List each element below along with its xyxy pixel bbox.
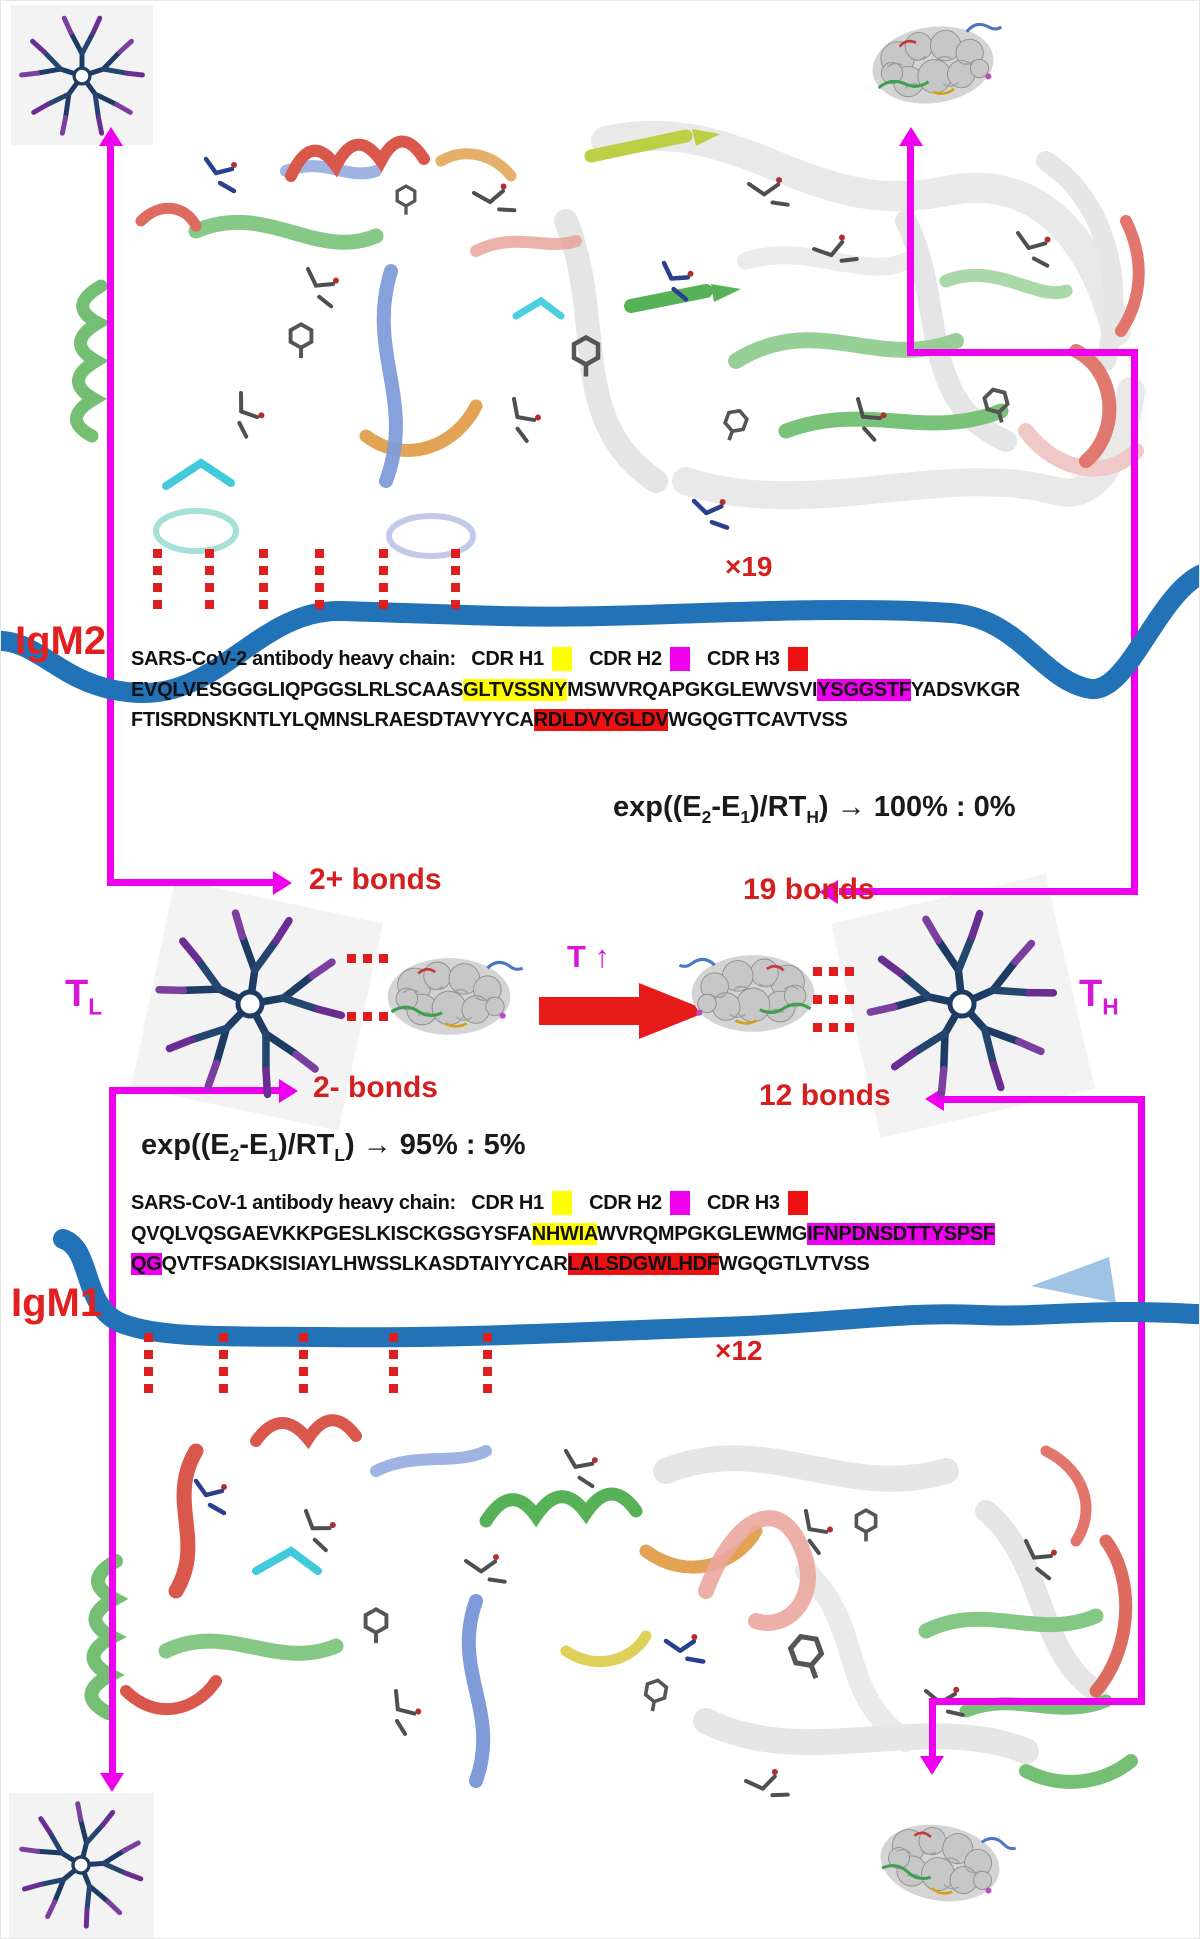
cov2-sequence-line1: EVQLVESGGGLIQPGGSLRLSCAASGLTVSSNYMSWVRQA…	[131, 679, 1020, 702]
temperature-up-label: T ↑	[567, 939, 611, 974]
cdr-h1-segment: GLTVSSNY	[463, 679, 568, 701]
temperature-increase-arrow	[539, 983, 709, 1039]
cdr-h2-segment: IFNPDNSDTTYSPSF	[807, 1223, 995, 1245]
igm2-bonds-connector-line	[107, 879, 275, 886]
binding-bond-dots	[259, 549, 268, 611]
cdr-h3-segment: LALSDGWLHDF	[567, 1253, 719, 1275]
binding-bond-dots	[347, 1012, 391, 1021]
arrow-down-to-spike-icon	[920, 1756, 944, 1775]
binding-bond-dots	[315, 549, 324, 611]
temperature-high-label: TH	[1079, 973, 1119, 1020]
protein-ribbon-structure-top	[70, 120, 1145, 559]
cov2-header: SARS-CoV-2 antibody heavy chain: CDR H1 …	[131, 647, 820, 671]
igm2-label: IgM2	[15, 619, 107, 663]
igm-pentamer-icon	[13, 7, 151, 145]
seq-segment: EVQLVESGGGLIQPGGSLRLSCAAS	[131, 679, 464, 701]
bond-count-x19: ×19	[725, 551, 773, 582]
cov1-header: SARS-CoV-1 antibody heavy chain: CDR H1 …	[131, 1191, 820, 1215]
spike-protein-icon	[677, 953, 816, 1034]
arrow-up-to-igm2-icon	[99, 127, 123, 146]
temperature-low-label: TL	[65, 973, 103, 1020]
binding-bond-dots	[299, 1333, 308, 1395]
seq-segment: WGQGTLVTVSS	[718, 1253, 870, 1275]
igm1-label: IgM1	[11, 1281, 103, 1325]
cdr-h1-segment: NHWIA	[531, 1223, 597, 1245]
protein-ribbon-structure-bottom	[84, 1414, 1138, 1811]
arrow-to-19-bonds	[819, 880, 838, 904]
binding-bond-dots	[205, 549, 214, 611]
seq-segment: QVQLVQSGAEVKKPGESLKISCKGSGYSFA	[131, 1223, 532, 1245]
binding-bond-dots	[451, 549, 460, 611]
binding-bond-dots	[144, 1333, 153, 1395]
arrow-up-to-spike-icon	[899, 127, 923, 146]
boltzmann-formula-high-temp: exp((E2-E1)/RTH) → 100% : 0%	[613, 791, 1016, 827]
boltzmann-formula-low-temp: exp((E2-E1)/RTL) → 95% : 5%	[141, 1129, 526, 1165]
cov2-header-title: SARS-CoV-2 antibody heavy chain:	[131, 648, 456, 670]
spike-protein-icon	[865, 15, 1013, 113]
seq-segment: WVRQMPGKGLEWMG	[596, 1223, 808, 1245]
binding-bond-dots	[347, 954, 391, 963]
igm2-left-connector-line	[107, 145, 114, 885]
binding-bond-dots	[153, 549, 162, 611]
cdr-h2-magenta-swatch	[669, 1191, 690, 1215]
binding-bond-dots	[813, 1023, 861, 1032]
binding-bond-dots	[219, 1333, 228, 1395]
spike-right-connector-line	[907, 145, 914, 355]
binding-bond-dots	[389, 1333, 398, 1395]
cov1-sequence-line2: QGQVTFSADKSISIAYLHWSSLKASDTAIYYCARLALSDG…	[131, 1253, 870, 1276]
cov1-header-title: SARS-CoV-1 antibody heavy chain:	[131, 1192, 456, 1214]
bonds-19-label: 19 bonds	[743, 873, 875, 906]
cdr-h2-segment: QG	[131, 1253, 162, 1275]
seq-segment: WGQGTTCAVTVSS	[668, 709, 848, 731]
bonds12-connector-line	[943, 1096, 1145, 1103]
bonds19-connector-line	[839, 888, 1138, 895]
seq-segment: MSWVRQAPGKGLEWVSVI	[567, 679, 818, 701]
cdr-h3-segment: RDLDVYGLDV	[533, 709, 669, 731]
spike-bottom-connector-line	[1138, 1096, 1145, 1704]
cov1-sequence-line1: QVQLVQSGAEVKKPGESLKISCKGSGYSFANHWIAWVRQM…	[131, 1223, 995, 1246]
binding-bond-dots	[813, 967, 861, 976]
cdr-h2-segment: YSGGSTF	[817, 679, 911, 701]
cdr-h3-label: CDR H3	[707, 1192, 780, 1214]
binding-bond-dots	[379, 549, 388, 611]
bonds-2plus-label: 2+ bonds	[309, 863, 442, 896]
membrane-wave-bottom	[53, 1229, 1199, 1348]
binding-bond-dots	[483, 1333, 492, 1395]
spike-right-connector-line	[907, 349, 1138, 356]
cdr-h1-yellow-swatch	[551, 1191, 572, 1215]
membrane-fold	[1031, 1257, 1116, 1303]
binding-bond-dots	[813, 995, 861, 1004]
cdr-h2-label: CDR H2	[589, 1192, 662, 1214]
bonds-12-label: 12 bonds	[759, 1079, 891, 1112]
igm1-left-connector-line	[109, 1087, 116, 1777]
seq-segment: FTISRDNSKNTLYLQMNSLRAESDTAVYYCA	[131, 709, 534, 731]
membrane-wave-top	[1, 564, 1199, 704]
cdr-h3-red-swatch	[787, 1191, 808, 1215]
arrow-down-to-igm1-icon	[100, 1773, 124, 1792]
seq-segment: YADSVKGR	[910, 679, 1020, 701]
cov2-sequence-line2: FTISRDNSKNTLYLQMNSLRAESDTAVYYCARDLDVYGLD…	[131, 709, 848, 732]
cdr-h1-label: CDR H1	[471, 1192, 544, 1214]
arrow-to-2plus-bonds	[273, 871, 292, 895]
spike-protein-icon	[386, 956, 525, 1037]
cdr-h1-yellow-swatch	[551, 647, 572, 671]
cdr-h3-label: CDR H3	[707, 648, 780, 670]
cdr-h2-magenta-swatch	[669, 647, 690, 671]
seq-segment: QVTFSADKSISIAYLHWSSLKASDTAIYYCAR	[161, 1253, 568, 1275]
arrow-to-2minus-bonds	[279, 1079, 298, 1103]
bonds2minus-connector-line	[109, 1087, 281, 1094]
bonds-2minus-label: 2- bonds	[313, 1071, 438, 1104]
spike-bottom-connector-line	[929, 1698, 1145, 1705]
spike-right-connector-line	[1131, 349, 1138, 895]
spike-bottom-connector-line	[929, 1698, 936, 1760]
cdr-h1-label: CDR H1	[471, 648, 544, 670]
bond-count-x12: ×12	[715, 1335, 763, 1366]
cdr-h2-label: CDR H2	[589, 648, 662, 670]
cdr-h3-red-swatch	[787, 647, 808, 671]
spike-protein-icon	[872, 1814, 1019, 1914]
